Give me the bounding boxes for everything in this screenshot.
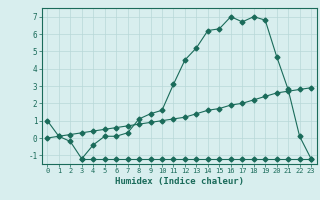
X-axis label: Humidex (Indice chaleur): Humidex (Indice chaleur)	[115, 177, 244, 186]
